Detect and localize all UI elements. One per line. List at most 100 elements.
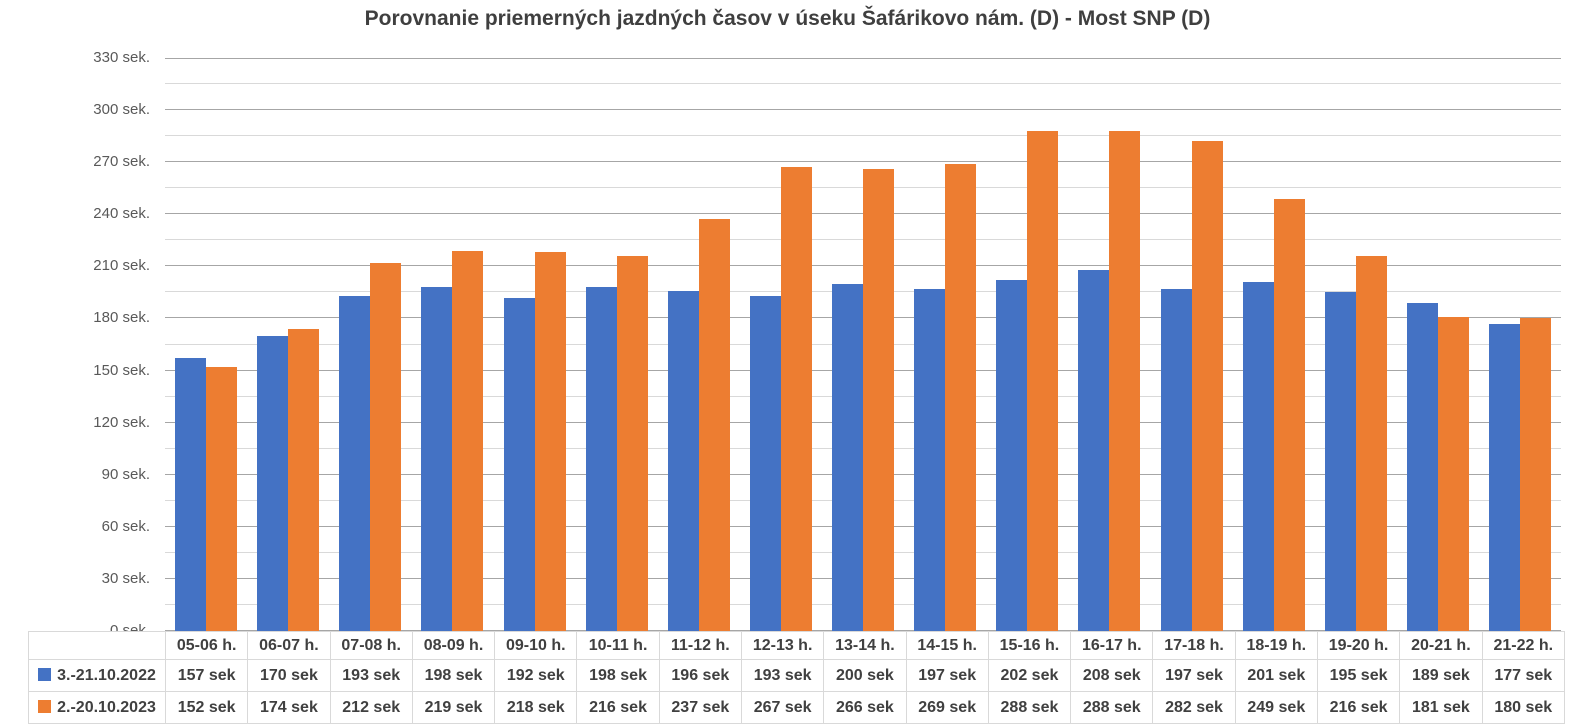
bar-2.-20.10.2023 [1109,130,1141,631]
y-axis-tick-label: 60 sek. [101,517,150,535]
value-cell: 288 sek [987,691,1072,724]
y-axis-labels: 0 sek. 30 sek. 60 sek. 90 sek. 120 sek. 150 s… [0,49,150,639]
value-cell: 216 sek [576,691,660,724]
value-cell: 208 sek [1070,659,1154,692]
bar-2.-20.10.2023 [1520,318,1552,631]
category-cell: 05-06 h. [164,631,249,660]
minor-gridline [165,135,1561,137]
value-cell: 198 sek [411,659,496,692]
bar-group [165,58,247,631]
y-axis-tick-label: 120 sek. [93,413,150,431]
bar-3.-21.10.2022 [585,287,617,631]
bar-group [1233,58,1315,631]
value-cell: 237 sek [658,691,742,724]
chart-title: Porovnanie priemerných jazdných časov v … [364,7,1211,30]
category-cell: 16-17 h. [1070,631,1154,660]
major-gridline [165,109,1561,111]
bar-2.-20.10.2023 [1273,198,1305,631]
bar-group [494,58,576,631]
minor-gridline [165,187,1561,189]
value-cell: 195 sek [1316,659,1401,692]
bar-group [986,58,1068,631]
value-cell: 174 sek [247,691,331,724]
y-axis-tick-label: 30 sek. [101,569,150,587]
bar-2.-20.10.2023 [370,262,402,631]
bar-2.-20.10.2023 [288,328,320,631]
y-axis-tick-label: 210 sek. [93,257,150,275]
category-cell: 17-18 h. [1152,631,1236,660]
bar-2.-20.10.2023 [452,250,484,631]
category-cell: 19-20 h. [1316,631,1401,660]
major-gridline [165,161,1561,163]
bar-group [1151,58,1233,631]
bar-3.-21.10.2022 [667,290,699,631]
bar-3.-21.10.2022 [1160,288,1192,631]
bar-2.-20.10.2023 [616,255,648,631]
value-cell: 202 sek [987,659,1072,692]
bar-3.-21.10.2022 [1078,269,1110,631]
value-cell: 212 sek [329,691,413,724]
y-axis-tick-label: 300 sek. [93,101,150,119]
bar-2.-20.10.2023 [945,163,977,631]
value-cell: 219 sek [411,691,496,724]
bar-group [1315,58,1397,631]
bar-group [1479,58,1561,631]
category-cell: 09-10 h. [494,631,578,660]
series-name: 2.-20.10.2023 [57,698,156,716]
bar-2.-20.10.2023 [1355,255,1387,631]
bar-3.-21.10.2022 [421,287,453,631]
value-cell: 216 sek [1316,691,1401,724]
major-gridline [165,58,1561,59]
value-cell: 152 sek [164,691,249,724]
series-row: 3.-21.10.2022 157 sek 170 sek 193 sek 198 se… [28,659,1565,692]
bar-group [329,58,411,631]
y-axis-tick-label: 240 sek. [93,205,150,223]
value-cell: 197 sek [905,659,989,692]
category-cell: 14-15 h. [905,631,989,660]
bar-3.-21.10.2022 [175,358,207,631]
legend-swatch-icon [38,699,52,713]
plot-area [165,58,1561,631]
category-cell: 10-11 h. [576,631,660,660]
value-cell: 170 sek [247,659,331,692]
category-cell: 13-14 h. [823,631,907,660]
value-cell: 193 sek [740,659,825,692]
bar-group [411,58,493,631]
bar-3.-21.10.2022 [832,283,864,631]
bar-3.-21.10.2022 [1406,302,1438,631]
category-cell: 06-07 h. [247,631,331,660]
bar-group [247,58,329,631]
category-cell: 11-12 h. [658,631,742,660]
value-cell: 193 sek [329,659,413,692]
bar-2.-20.10.2023 [1437,316,1469,631]
category-cell: 12-13 h. [740,631,825,660]
bar-3.-21.10.2022 [257,335,289,631]
value-cell: 198 sek [576,659,660,692]
value-cell: 200 sek [823,659,907,692]
category-header-row: 05-06 h. 06-07 h. 07-08 h. 08-09 h. 09-10 h.… [28,631,1565,660]
bars-layer [165,58,1561,631]
major-gridline [165,265,1561,267]
bar-3.-21.10.2022 [749,295,781,631]
value-cell: 181 sek [1399,691,1483,724]
category-cell: 18-19 h. [1234,631,1318,660]
bar-2.-20.10.2023 [698,219,730,631]
value-cell: 282 sek [1152,691,1236,724]
table-corner [28,631,166,660]
value-cell: 177 sek [1481,659,1565,692]
value-cell: 288 sek [1070,691,1154,724]
bar-3.-21.10.2022 [996,280,1028,631]
value-cell: 201 sek [1234,659,1318,692]
bar-group [1397,58,1479,631]
value-cell: 267 sek [740,691,825,724]
category-cell: 20-21 h. [1399,631,1483,660]
bar-3.-21.10.2022 [1489,323,1521,631]
bar-2.-20.10.2023 [206,367,238,631]
value-cell: 189 sek [1399,659,1483,692]
series-row: 2.-20.10.2023 152 sek 174 sek 212 sek 219 se… [28,691,1565,724]
y-axis-tick-label: 330 sek. [93,49,150,66]
category-cell: 07-08 h. [329,631,413,660]
bar-group [576,58,658,631]
table-body: 05-06 h. 06-07 h. 07-08 h. 08-09 h. 09-10 h.… [28,631,1565,724]
